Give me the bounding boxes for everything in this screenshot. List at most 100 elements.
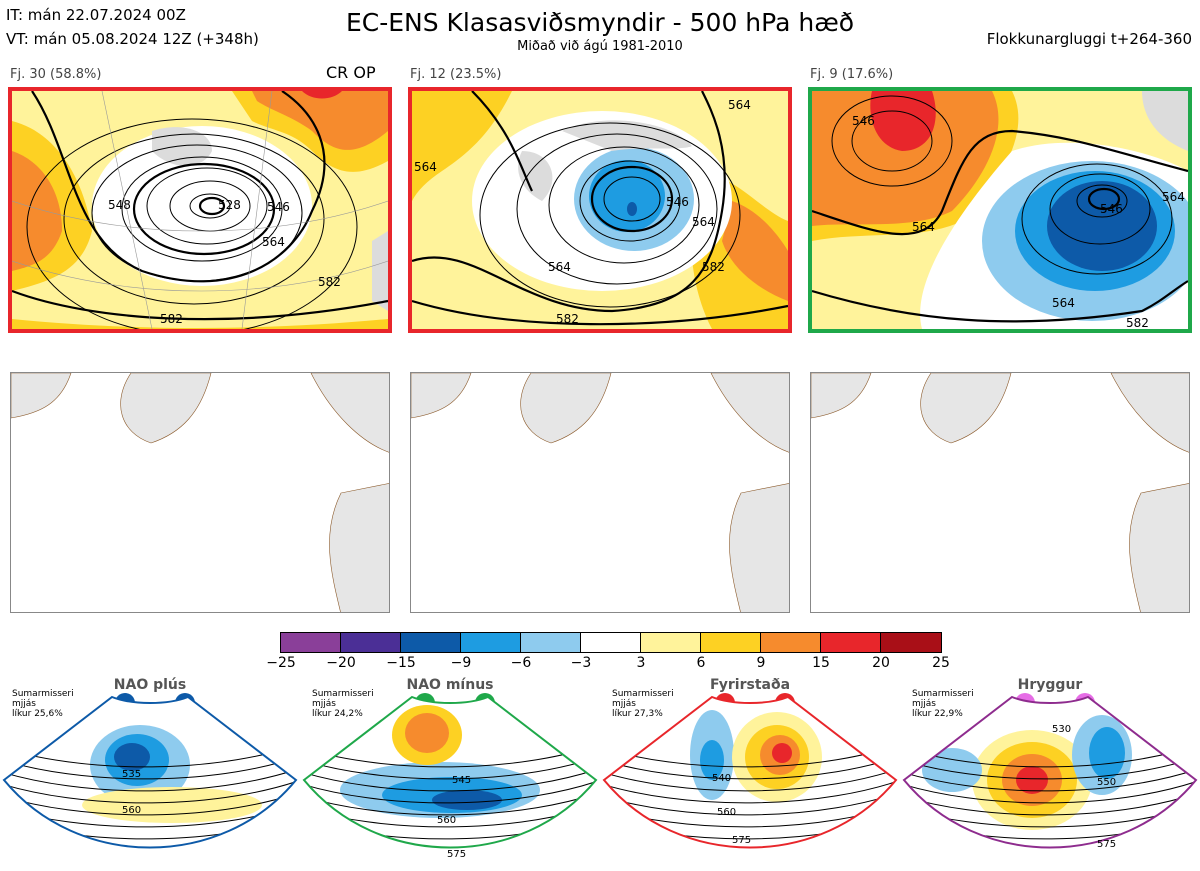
contour-label: 575 bbox=[447, 849, 466, 860]
base-map-1 bbox=[10, 372, 390, 613]
colorbar-tick-label: −15 bbox=[386, 655, 416, 671]
regime-info-line: líkur 25,6% bbox=[12, 709, 63, 719]
height-contour bbox=[4, 787, 296, 816]
anomaly-area bbox=[922, 748, 982, 792]
colorbar-tick-label: 3 bbox=[636, 655, 646, 671]
regime-info-line: Sumarmisseri bbox=[12, 689, 74, 699]
anomaly-area bbox=[114, 743, 150, 771]
colorbar-swatch bbox=[761, 633, 821, 652]
colorbar-swatch bbox=[821, 633, 881, 652]
regime-info-line: líkur 24,2% bbox=[312, 709, 363, 719]
height-contour bbox=[304, 775, 596, 804]
cluster-1-caption: Fj. 30 (58.8%) bbox=[10, 67, 102, 82]
contour-label: 575 bbox=[732, 835, 751, 846]
anomaly-area bbox=[432, 790, 502, 810]
contour-label: 550 bbox=[1097, 777, 1116, 788]
anomaly-area bbox=[1007, 850, 1037, 860]
contour-label: 546 bbox=[1100, 202, 1123, 216]
contour-label: 545 bbox=[452, 775, 471, 786]
contour-label: 564 bbox=[692, 215, 715, 229]
contour-label: 540 bbox=[712, 773, 731, 784]
regime-info-line: Sumarmisseri bbox=[312, 689, 374, 699]
regime-title: NAO plús bbox=[113, 677, 187, 693]
contour-label: 546 bbox=[852, 114, 875, 128]
anomaly-area bbox=[405, 713, 449, 753]
init-time: IT: mán 22.07.2024 00Z bbox=[6, 6, 186, 24]
regime-info: Sumarmisseri mjjás líkur 27,3% bbox=[612, 689, 674, 719]
contour-label: 535 bbox=[122, 769, 141, 780]
regime-info: Sumarmisseri mjjás líkur 25,6% bbox=[12, 689, 74, 719]
colorbar-tick-label: −3 bbox=[570, 655, 592, 671]
height-contour bbox=[604, 775, 896, 804]
base-map-2 bbox=[410, 372, 790, 613]
height-contour bbox=[904, 787, 1196, 816]
height-contour bbox=[904, 763, 1196, 792]
regime-map: 540 560 575 bbox=[602, 695, 898, 849]
contour-label: 564 bbox=[548, 260, 571, 274]
contour-label: 564 bbox=[414, 160, 437, 174]
colorbar-tick-label: 20 bbox=[872, 655, 890, 671]
regime-info-line: mjjás bbox=[12, 699, 36, 709]
cluster-1-map: 548 528 546 564 582 582 bbox=[8, 87, 392, 333]
height-contour bbox=[604, 787, 896, 816]
cluster-2-caption: Fj. 12 (23.5%) bbox=[410, 67, 502, 82]
regime-title: Fyrirstaða bbox=[709, 677, 791, 693]
cluster-1-tag: CR OP bbox=[326, 63, 376, 82]
colorbar-swatch bbox=[521, 633, 581, 652]
regime-map: 545 560 575 bbox=[302, 695, 598, 860]
regime-info-line: mjjás bbox=[912, 699, 936, 709]
contour-label: 546 bbox=[267, 200, 290, 214]
base-map-3 bbox=[810, 372, 1190, 613]
cluster-3-caption: Fj. 9 (17.6%) bbox=[810, 67, 894, 82]
anomaly-area bbox=[1089, 727, 1125, 779]
contour-label: 582 bbox=[556, 312, 579, 326]
contour-label: 582 bbox=[160, 312, 183, 326]
contour-label: 560 bbox=[717, 807, 736, 818]
contour-label: 564 bbox=[728, 98, 751, 112]
height-contour bbox=[304, 787, 596, 816]
colorbar-tick-label: −20 bbox=[326, 655, 356, 671]
colorbar-tick-label: 9 bbox=[756, 655, 766, 671]
colorbar-swatch bbox=[281, 633, 341, 652]
regime-info: Sumarmisseri mjjás líkur 22,9% bbox=[912, 689, 974, 719]
page-subtitle: Miðað við ágú 1981-2010 bbox=[517, 39, 683, 54]
contour-label: 582 bbox=[702, 260, 725, 274]
colorbar-tick-label: 6 bbox=[696, 655, 706, 671]
regime-info-line: mjjás bbox=[312, 699, 336, 709]
regime-border bbox=[302, 695, 598, 849]
height-contour bbox=[604, 763, 896, 792]
contour-label: 582 bbox=[1126, 316, 1149, 329]
colorbar-tick-label: 15 bbox=[812, 655, 830, 671]
contour-label: 564 bbox=[1162, 190, 1185, 204]
regime-info: Sumarmisseri mjjás líkur 24,2% bbox=[312, 689, 374, 719]
colorbar-tick-label: −25 bbox=[266, 655, 296, 671]
colorbar bbox=[280, 632, 942, 653]
cluster-2-map: 564 546 564 564 582 582 564 bbox=[408, 87, 792, 333]
anomaly-area bbox=[700, 740, 724, 780]
height-contour bbox=[4, 763, 296, 792]
colorbar-tick-label: 25 bbox=[932, 655, 950, 671]
contour-label: 560 bbox=[122, 805, 141, 816]
page-title: EC-ENS Klasasviðsmyndir - 500 hPa hæð bbox=[345, 8, 855, 37]
valid-time: VT: mán 05.08.2024 12Z (+348h) bbox=[6, 30, 259, 48]
contour-label: 575 bbox=[1097, 839, 1116, 850]
contour-label: 564 bbox=[262, 235, 285, 249]
height-contour bbox=[4, 775, 296, 804]
regime-map: 530 550 575 bbox=[902, 695, 1198, 860]
contour-label: 582 bbox=[318, 275, 341, 289]
cluster-3-map: 546 564 546 564 564 582 bbox=[808, 87, 1192, 333]
colorbar-tick-label: −9 bbox=[450, 655, 472, 671]
contour-label: 560 bbox=[437, 815, 456, 826]
contour-label: 528 bbox=[218, 198, 241, 212]
regime-border bbox=[602, 695, 898, 849]
regime-info-line: Sumarmisseri bbox=[612, 689, 674, 699]
contour-label: 548 bbox=[108, 198, 131, 212]
contour-label: 564 bbox=[1052, 296, 1075, 310]
regime-info-line: líkur 27,3% bbox=[612, 709, 663, 719]
regime-border bbox=[2, 695, 298, 849]
colorbar-tick-label: −6 bbox=[510, 655, 532, 671]
colorbar-swatch bbox=[581, 633, 641, 652]
colorbar-swatch bbox=[641, 633, 701, 652]
colorbar-swatch bbox=[881, 633, 941, 652]
cluster-window: Flokkunargluggi t+264-360 bbox=[986, 30, 1192, 48]
